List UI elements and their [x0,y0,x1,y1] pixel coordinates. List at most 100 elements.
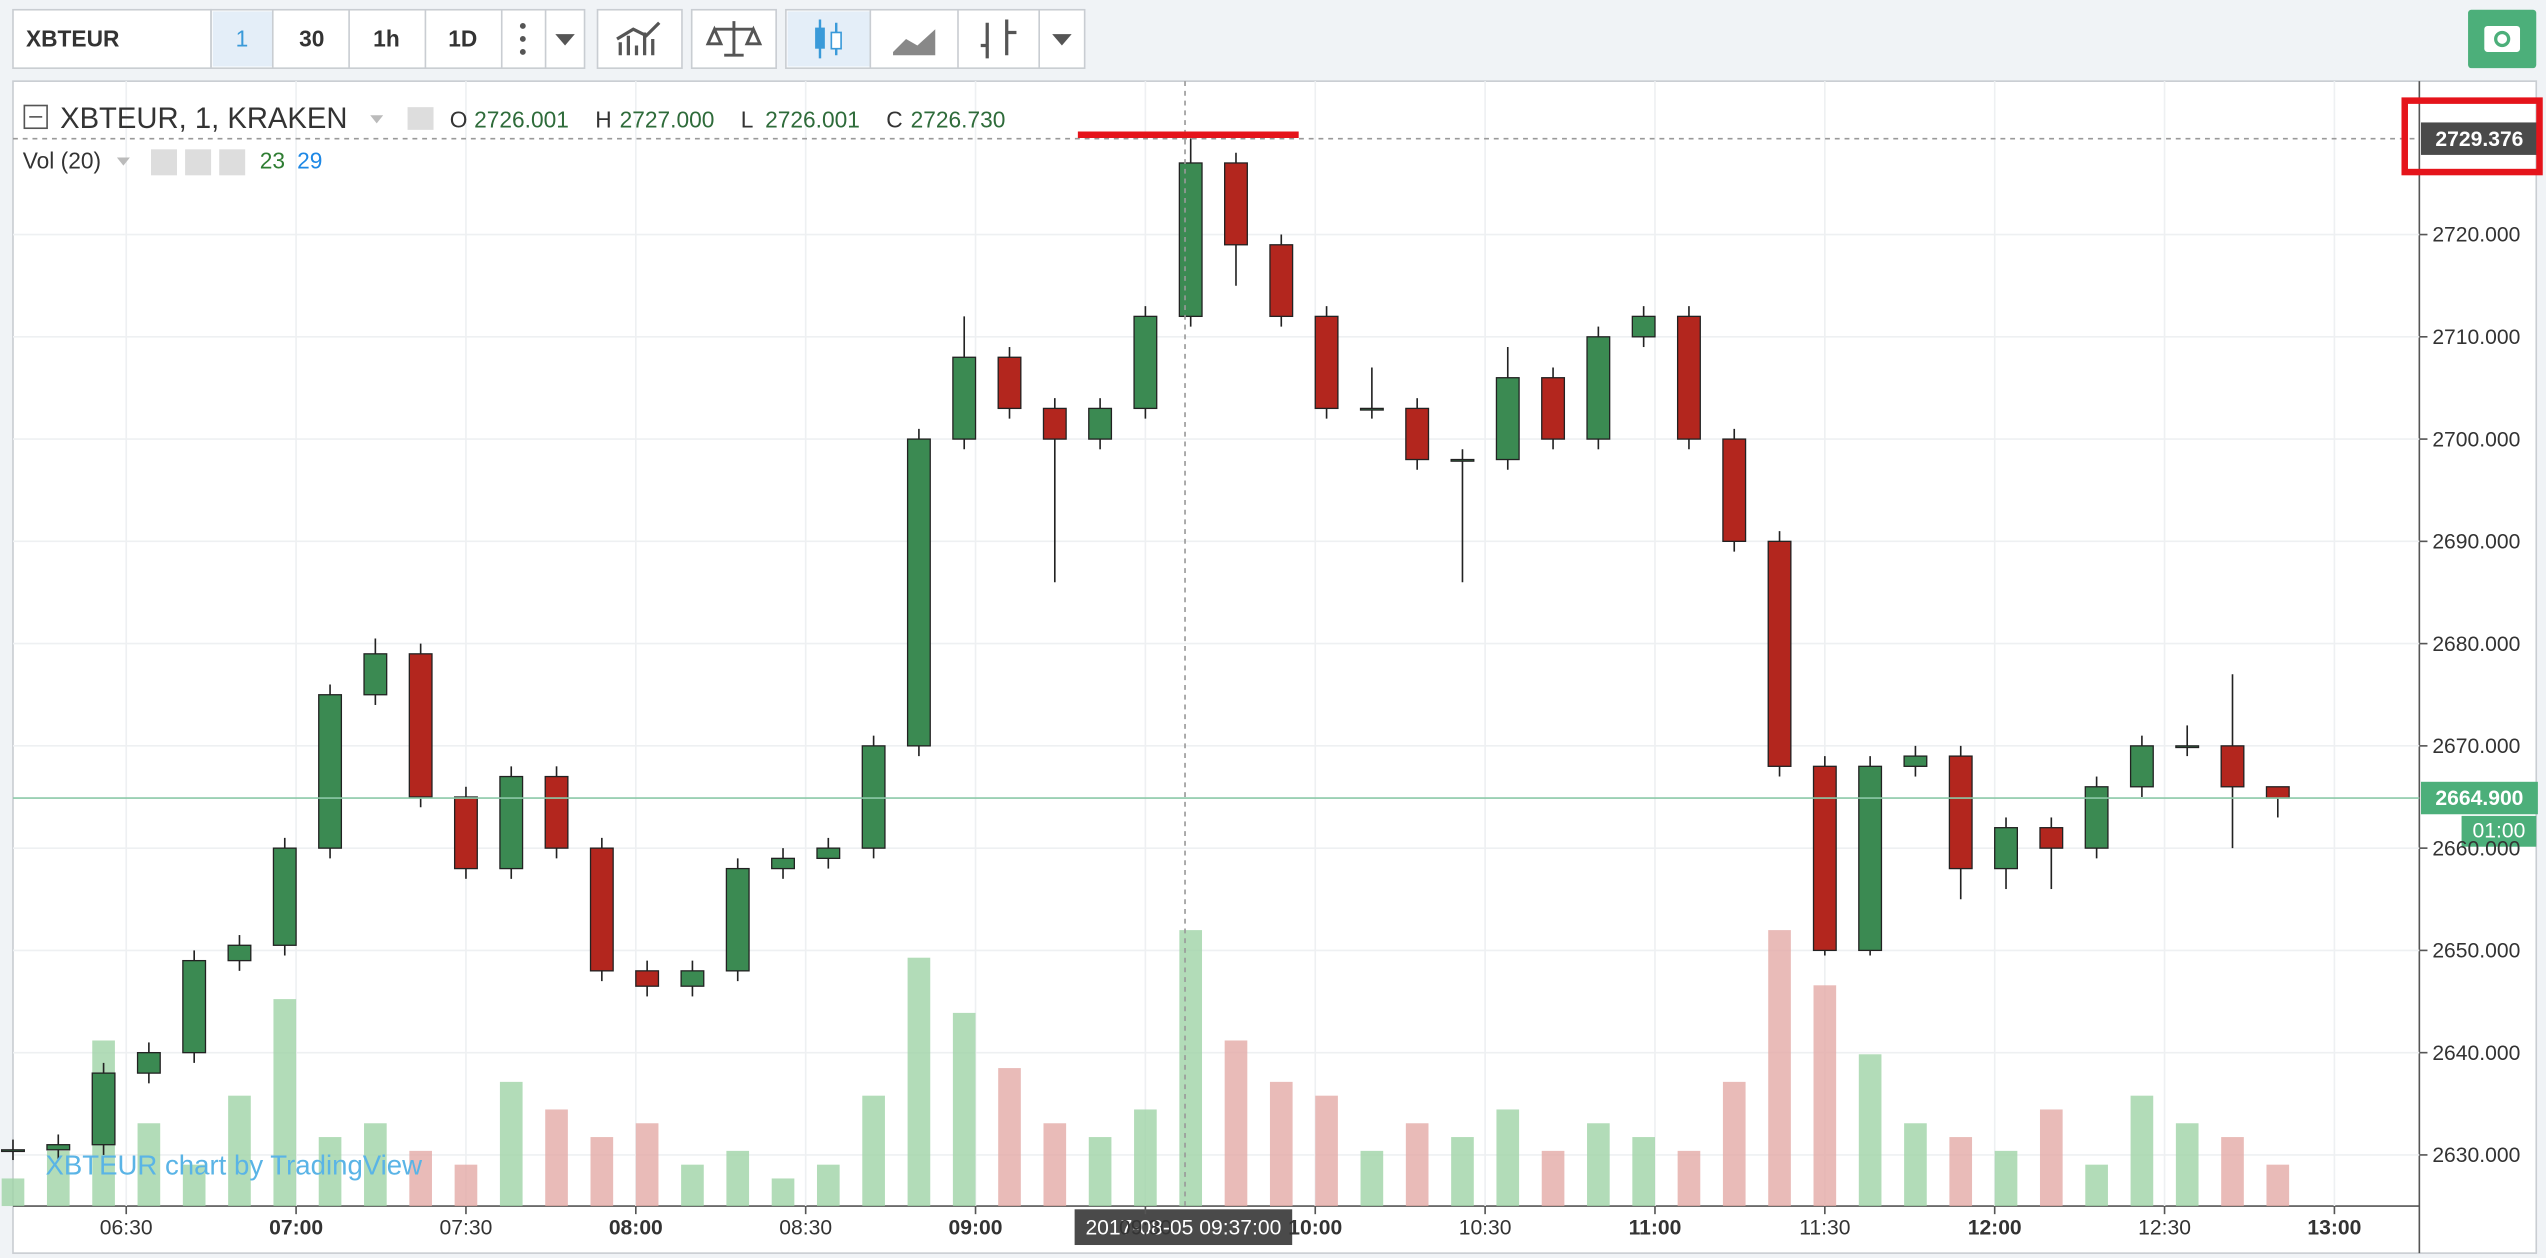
tool-indicators[interactable] [596,8,683,69]
candle-body [1994,827,2018,870]
countdown-badge [2461,815,2537,847]
candle-body [635,970,660,987]
candles-active[interactable] [787,11,871,67]
candle-body [272,847,297,946]
candle-body [363,653,388,696]
volume-bar [1994,1150,2018,1207]
volume-bar [228,1095,251,1207]
volume-bar [771,1178,795,1207]
vol-remove[interactable] [219,149,246,176]
candle-body [861,745,886,849]
y-tick-label: 2710.000 [2432,326,2520,349]
volume-bar [318,1137,342,1207]
y-tick-label: 2660.000 [2432,837,2520,860]
volume-bar [2085,1164,2108,1207]
tool-compare[interactable] [690,8,777,69]
candle-body [1224,162,1248,246]
volume-bar [46,1150,70,1207]
x-tick-label: 07:30 [440,1216,493,1239]
area-style[interactable] [893,29,936,56]
snapshot-button[interactable] [2468,9,2537,69]
candle-body [544,775,569,849]
volume-bar [2130,1095,2154,1207]
volume-bar [1315,1095,1338,1207]
volume-bar [1813,985,1837,1207]
bars-style[interactable] [980,19,1017,59]
candle-body [1359,407,1384,411]
volume-ma-value: 29 [297,147,322,173]
volume-bar [998,1068,1021,1207]
grid [12,81,2420,1207]
ohlc-key: L [741,107,754,133]
x-tick-label: 10:00 [1288,1216,1342,1239]
volume-bar [2221,1137,2244,1207]
ohlc-key: C [886,107,902,133]
candle-body [906,438,931,747]
candle-body [1088,407,1113,440]
y-tick-label: 2640.000 [2432,1042,2520,1065]
candle-body [771,857,795,870]
candle-body [589,847,614,972]
volume-bar [182,1164,206,1207]
candle-body [1948,755,1973,870]
candles [1,138,2290,1161]
candle-body [1314,315,1339,410]
x-tick-label: 12:00 [1968,1216,2022,1239]
volume-bar [545,1109,568,1207]
x-tick-label: 06:30 [100,1216,153,1239]
x-tick-label: 08:30 [779,1216,832,1239]
volume-bars [1,930,2290,1207]
x-tick-label: 09:30 [1119,1216,1172,1239]
volume-bar [1043,1123,1067,1207]
ohlc-value: 2726.001 [765,107,860,133]
volume-bar [1224,1040,1248,1207]
volume-bar [907,957,931,1207]
y-tick-label: 2670.000 [2432,735,2520,758]
interval-button[interactable]: 1h [373,26,400,52]
x-tick-label: 11:00 [1629,1216,1682,1239]
volume-bar [1134,1109,1157,1207]
volume-bar [1587,1123,1610,1207]
y-tick-label: 2700.000 [2432,428,2520,451]
volume-bar [1904,1123,1927,1207]
ohlc-value: 2727.000 [620,107,715,133]
legend-title: XBTEUR, 1, KRAKEN [60,103,347,135]
legend-settings[interactable] [407,107,434,130]
x-tick-label: 11:30 [1799,1216,1850,1239]
candle-body [1858,765,1883,952]
candle-body [952,356,977,440]
ohlc-key: H [595,107,611,133]
y-tick-label: 2690.000 [2432,531,2520,554]
candle-body [453,796,478,870]
interval-button[interactable]: 1D [448,26,477,52]
candle-body [1676,315,1701,440]
interval-button[interactable]: 30 [299,26,324,52]
candle-body [1812,765,1837,952]
vol-settings[interactable] [185,149,212,176]
x-tick-label: 10:30 [1459,1216,1512,1239]
volume-bar [1405,1123,1429,1207]
volume-bar [1858,1054,1882,1207]
candle-body [1903,755,1928,767]
volume-bar [726,1150,750,1207]
x-tick-label: 12:30 [2138,1216,2191,1239]
x-tick-label: 07:00 [269,1216,323,1239]
crosshair-price-label: 2729.376 [2435,128,2523,151]
vol-eye[interactable] [151,149,177,176]
y-tick-label: 2720.000 [2432,224,2520,247]
crosshair-price-badge [2420,122,2538,155]
volume-bar [1496,1109,1520,1207]
y-tick-label: 2630.000 [2432,1144,2520,1167]
interval-button[interactable]: 1 [236,26,249,52]
volume-bar [1632,1137,1655,1207]
candle-body [1133,315,1158,410]
candle-body [1541,377,1566,440]
volume-bar [1541,1150,1565,1207]
volume-bar [2175,1123,2199,1207]
ohlc-value: 2726.730 [911,107,1006,133]
symbol-text: XBTEUR [26,26,119,52]
interval-active [212,11,273,67]
volume-bar [1722,1081,1746,1207]
symbol-input[interactable] [12,8,212,69]
